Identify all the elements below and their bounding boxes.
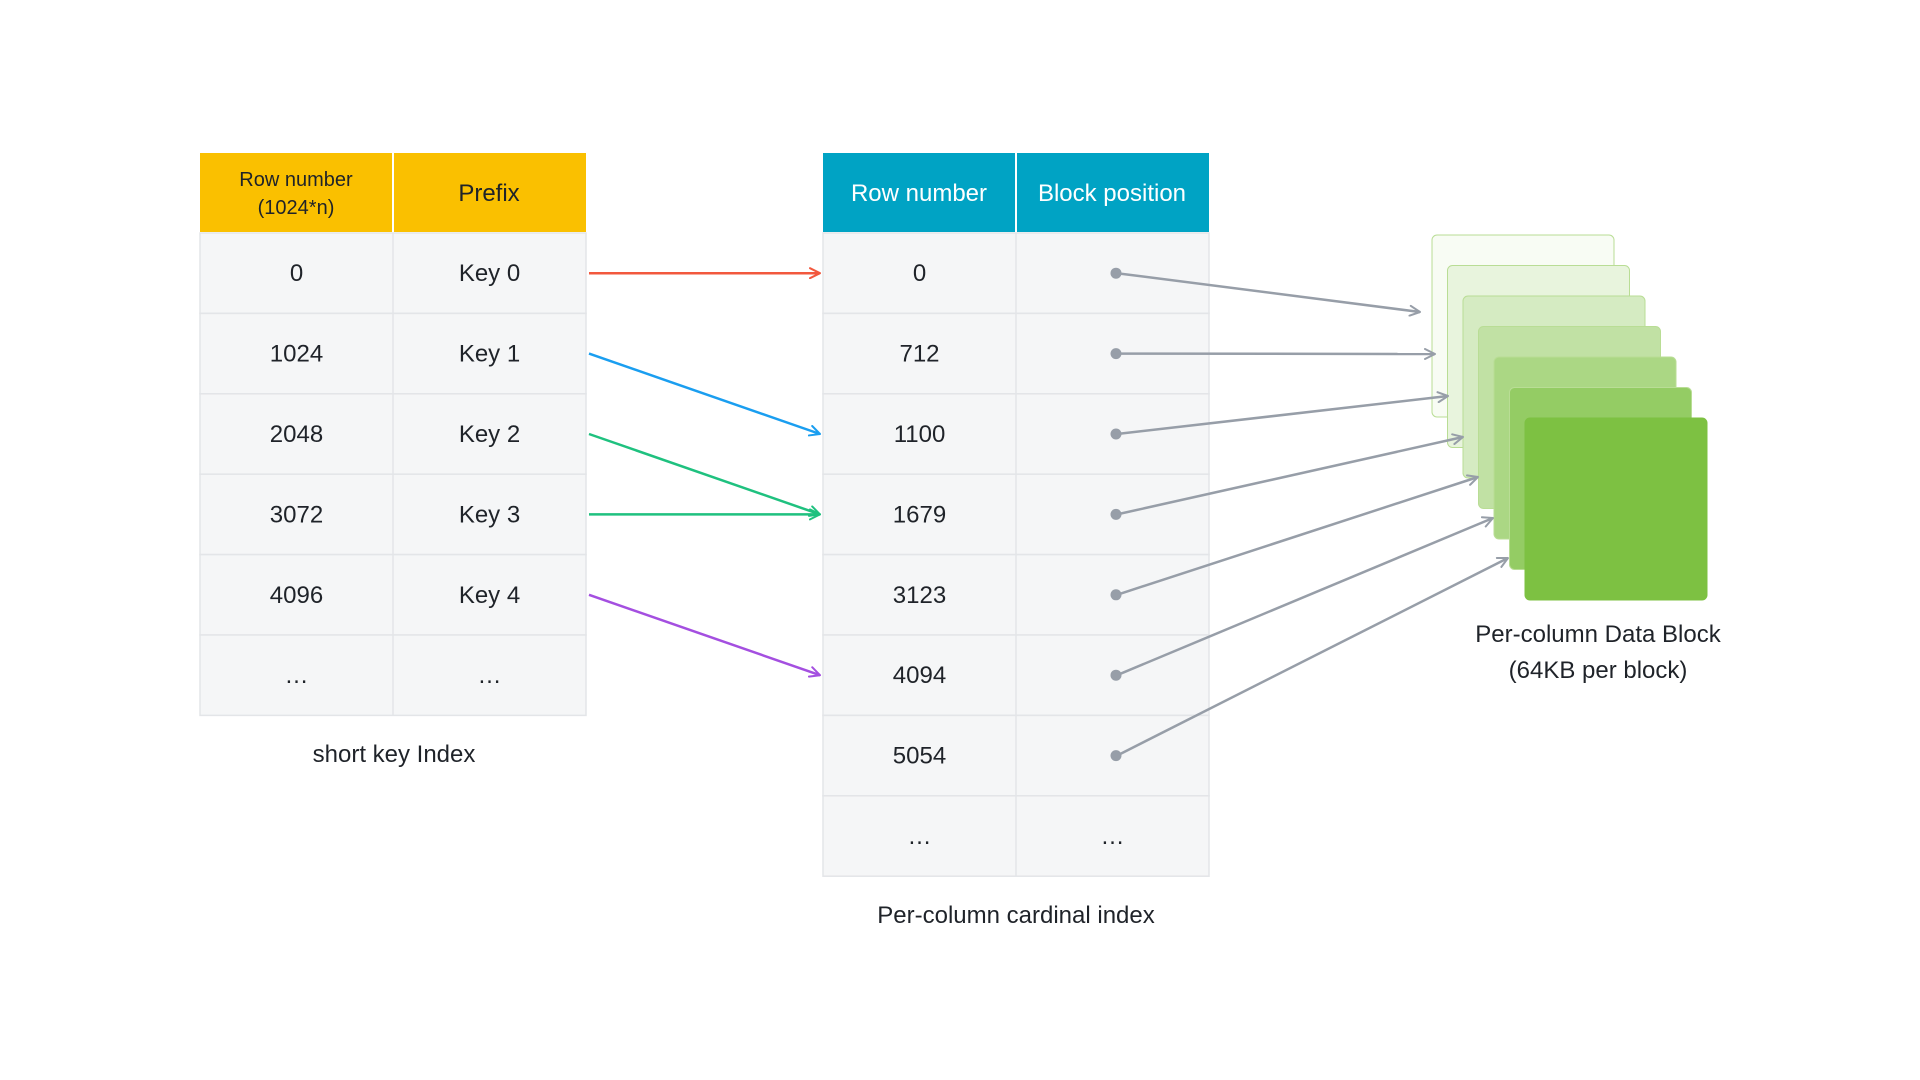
short-key-cell-key: Key 4: [459, 582, 520, 609]
cardinal-header-block-position: Block position: [1038, 180, 1186, 207]
short-key-row: 2048 Key 2: [199, 393, 587, 475]
short-key-cell-row: 2048: [270, 421, 323, 448]
key-arrow: [588, 352, 821, 437]
short-key-row: 1024 Key 1: [199, 312, 587, 395]
block-pointer-dot: [1110, 267, 1122, 279]
cardinal-header-row-number: Row number: [851, 180, 987, 207]
block-pointer-dot: [1110, 508, 1122, 520]
block-pointer-dot: [1110, 669, 1122, 681]
cardinal-cell-row: 1679: [893, 501, 946, 528]
short-key-row: 0 Key 0: [199, 232, 587, 315]
cardinal-cell-row: 3123: [893, 582, 946, 609]
short-key-cell-row: …: [285, 662, 309, 689]
cardinal-row: 0: [822, 232, 1210, 315]
short-key-rows: 0 Key 0 1024 Key 1 2048 Key 2 3072 Key 3 4096 Key…: [199, 232, 587, 717]
cardinal-row: 3123: [822, 553, 1210, 636]
short-key-cell-key: Key 3: [459, 501, 520, 528]
block-pointer-dot: [1110, 750, 1122, 762]
short-key-index-caption: short key Index: [313, 741, 476, 768]
cardinal-cell-row: 5054: [893, 743, 946, 770]
cardinal-index-caption: Per-column cardinal index: [877, 902, 1154, 929]
block-pointer-dot: [1110, 428, 1122, 440]
block-mapping-arrows: [1116, 271, 1509, 757]
short-key-row: 4096 Key 4: [199, 553, 587, 636]
cardinal-row: ……: [822, 795, 1210, 877]
short-key-row: ……: [199, 634, 587, 717]
short-key-cell-key: Key 1: [459, 341, 520, 368]
short-key-cell-row: 1024: [270, 341, 323, 368]
cardinal-cell-row: 1100: [894, 421, 946, 448]
block-arrow: [1116, 391, 1449, 436]
block-arrow: [1116, 271, 1421, 317]
cardinal-cell-row: 0: [913, 260, 926, 287]
short-key-cell-key: …: [478, 662, 502, 689]
short-key-header-row-number-sub: (1024*n): [258, 197, 335, 219]
cardinal-cell-pos: …: [1101, 823, 1125, 850]
data-block-caption-sub: (64KB per block): [1509, 657, 1688, 684]
short-key-header-row-number: Row number: [239, 169, 353, 191]
cardinal-row: 5054: [822, 714, 1210, 797]
data-block-stack: [1431, 234, 1708, 601]
cardinal-row: 1679: [822, 473, 1210, 556]
short-key-row: 3072 Key 3: [199, 473, 587, 556]
cardinal-rows: 071211001679312340945054……: [822, 232, 1210, 877]
data-block: [1524, 417, 1708, 601]
short-key-cell-key: Key 0: [459, 260, 520, 287]
cardinal-cell-row: …: [908, 823, 932, 850]
cardinal-cell-row: 712: [899, 341, 939, 368]
short-key-cell-row: 4096: [270, 582, 323, 609]
short-key-cell-key: Key 2: [459, 421, 520, 448]
block-pointer-dot: [1110, 348, 1122, 360]
key-arrow: [588, 593, 821, 678]
cardinal-cell-row: 4094: [893, 662, 946, 689]
block-arrow: [1116, 474, 1479, 596]
cardinal-row: 1100: [822, 393, 1210, 475]
short-key-header-prefix: Prefix: [458, 180, 519, 207]
short-key-cell-row: 0: [290, 260, 303, 287]
cardinal-index-table: Row number Block position 0 712 1100 1679 31…: [822, 153, 1210, 877]
cardinal-row: 4094: [822, 634, 1210, 717]
short-key-cell-row: 3072: [270, 501, 323, 528]
short-key-index-table: Row number (1024*n) Prefix 0 Key 0 1024 Key…: [199, 153, 587, 717]
data-block-caption: Per-column Data Block: [1475, 621, 1721, 648]
block-arrow: [1116, 516, 1494, 677]
key-arrow: [588, 432, 821, 517]
block-pointer-dot: [1110, 589, 1122, 601]
block-arrow: [1116, 556, 1509, 757]
key-mapping-arrows: [588, 267, 821, 678]
block-arrow: [1116, 433, 1464, 516]
